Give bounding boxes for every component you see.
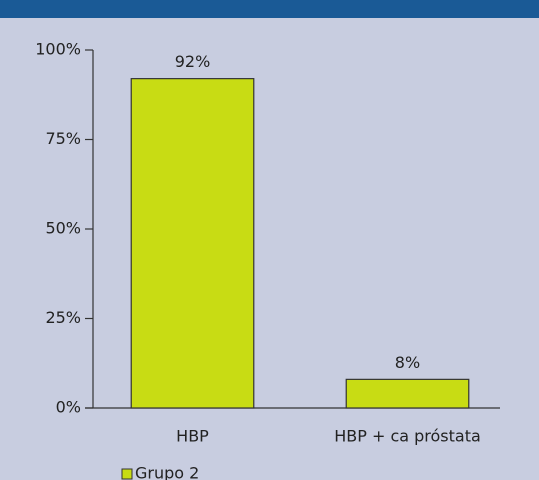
data-label: 92%: [175, 52, 211, 71]
y-tick-label: 100%: [35, 40, 81, 59]
y-tick-label: 25%: [45, 308, 81, 327]
legend-swatch: [121, 468, 133, 480]
x-tick-label: HBP + ca próstata: [334, 427, 481, 446]
legend-label: Grupo 2: [135, 464, 199, 480]
x-tick-label: HBP: [176, 427, 209, 446]
bar: [130, 78, 255, 409]
y-tick-label: 75%: [45, 129, 81, 148]
data-label: 8%: [395, 353, 420, 372]
bar: [345, 378, 470, 409]
y-tick-label: 50%: [45, 219, 81, 238]
header-band: [0, 0, 539, 18]
y-tick-label: 0%: [56, 398, 81, 417]
